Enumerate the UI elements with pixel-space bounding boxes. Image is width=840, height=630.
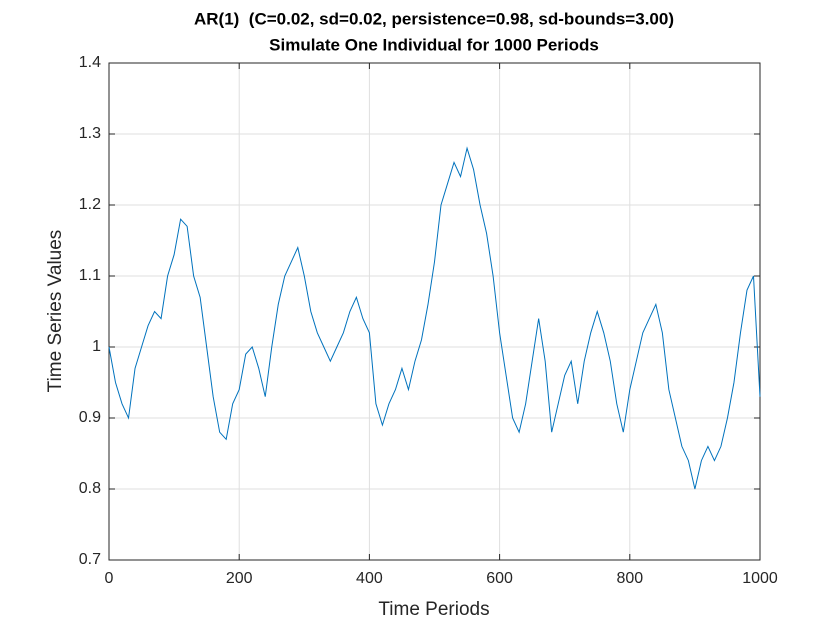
x-axis-label: Time Periods bbox=[378, 599, 489, 620]
y-tick-label: 1 bbox=[92, 338, 101, 355]
chart-title: AR(1) (C=0.02, sd=0.02, persistence=0.98… bbox=[194, 9, 674, 28]
x-tick-label: 800 bbox=[616, 570, 643, 587]
y-tick-label: 0.7 bbox=[79, 551, 101, 568]
axes-box bbox=[108, 62, 761, 561]
y-tick-label: 1.2 bbox=[79, 196, 101, 213]
y-axis-label: Time Series Values bbox=[45, 230, 66, 393]
plot-area bbox=[109, 63, 760, 560]
x-tick-label: 400 bbox=[356, 570, 383, 587]
x-tick-label: 200 bbox=[226, 570, 253, 587]
y-tick-label: 1.1 bbox=[79, 267, 101, 284]
y-tick-label: 1.4 bbox=[79, 54, 101, 71]
series-line bbox=[108, 146, 761, 490]
chart-subtitle: Simulate One Individual for 1000 Periods bbox=[269, 35, 599, 54]
x-tick-label: 1000 bbox=[742, 570, 778, 587]
x-tick-label: 600 bbox=[486, 570, 513, 587]
y-tick-label: 0.8 bbox=[79, 480, 101, 497]
x-tick-label: 0 bbox=[105, 570, 114, 587]
y-tick-label: 1.3 bbox=[79, 125, 101, 142]
y-tick-label: 0.9 bbox=[79, 409, 101, 426]
